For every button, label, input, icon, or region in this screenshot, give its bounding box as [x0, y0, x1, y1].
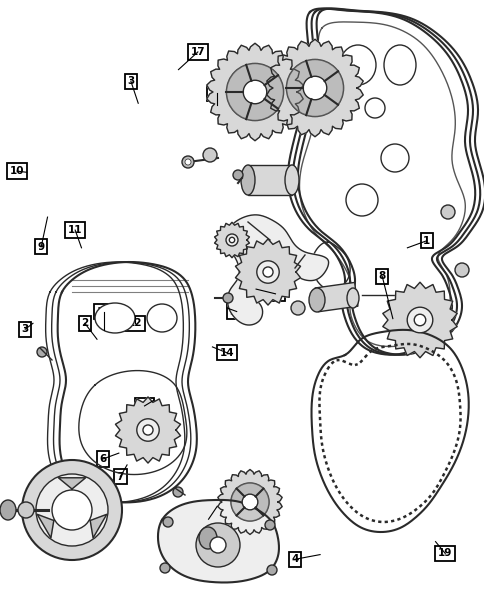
- Polygon shape: [214, 222, 249, 258]
- Polygon shape: [226, 92, 251, 119]
- Ellipse shape: [308, 288, 324, 312]
- Circle shape: [302, 76, 326, 100]
- Circle shape: [37, 347, 47, 357]
- Ellipse shape: [364, 98, 384, 118]
- Circle shape: [203, 148, 216, 162]
- Polygon shape: [287, 8, 474, 355]
- Circle shape: [262, 267, 272, 277]
- Text: 6: 6: [99, 454, 106, 464]
- Polygon shape: [246, 64, 277, 85]
- Circle shape: [163, 517, 173, 527]
- Circle shape: [242, 494, 257, 510]
- Polygon shape: [382, 282, 456, 358]
- Circle shape: [143, 425, 153, 435]
- Circle shape: [226, 234, 238, 246]
- Ellipse shape: [339, 45, 375, 85]
- Text: 14: 14: [219, 348, 234, 358]
- Circle shape: [229, 237, 234, 242]
- Circle shape: [243, 80, 266, 104]
- Ellipse shape: [95, 303, 135, 333]
- Text: 12: 12: [127, 319, 142, 328]
- Circle shape: [290, 301, 304, 315]
- Ellipse shape: [346, 288, 358, 308]
- Polygon shape: [37, 514, 54, 538]
- Text: 19: 19: [437, 549, 452, 558]
- Bar: [247, 165, 291, 195]
- Ellipse shape: [383, 45, 415, 85]
- Polygon shape: [255, 489, 269, 516]
- Polygon shape: [58, 262, 197, 503]
- Polygon shape: [206, 43, 302, 141]
- Ellipse shape: [380, 144, 408, 172]
- Circle shape: [267, 565, 276, 575]
- Circle shape: [22, 460, 122, 560]
- Circle shape: [184, 159, 191, 165]
- Text: 10: 10: [10, 166, 24, 176]
- Polygon shape: [58, 478, 86, 489]
- Circle shape: [36, 474, 108, 546]
- Text: 17: 17: [190, 47, 205, 57]
- Text: 18: 18: [97, 307, 111, 316]
- Circle shape: [223, 293, 232, 303]
- Polygon shape: [266, 40, 363, 137]
- Circle shape: [160, 563, 170, 573]
- Circle shape: [196, 523, 240, 567]
- Circle shape: [440, 205, 454, 219]
- Circle shape: [407, 307, 432, 333]
- Circle shape: [264, 520, 274, 530]
- Circle shape: [210, 537, 226, 553]
- Polygon shape: [286, 88, 311, 115]
- Circle shape: [182, 156, 194, 168]
- Text: 4: 4: [290, 555, 298, 564]
- Ellipse shape: [345, 184, 377, 216]
- Polygon shape: [115, 397, 180, 463]
- Polygon shape: [227, 215, 328, 325]
- Polygon shape: [236, 507, 263, 521]
- Text: 7: 7: [116, 472, 124, 481]
- Polygon shape: [264, 75, 283, 109]
- Circle shape: [256, 261, 279, 283]
- Circle shape: [52, 490, 92, 530]
- Circle shape: [136, 419, 159, 441]
- Polygon shape: [246, 99, 277, 120]
- Text: 11: 11: [68, 225, 82, 235]
- Polygon shape: [235, 239, 300, 305]
- Ellipse shape: [198, 527, 216, 549]
- Polygon shape: [217, 470, 282, 535]
- Ellipse shape: [147, 304, 177, 332]
- Circle shape: [232, 170, 242, 180]
- Circle shape: [413, 314, 425, 326]
- Text: 8: 8: [378, 271, 385, 281]
- Bar: [314, 283, 357, 312]
- Text: 3: 3: [22, 324, 29, 334]
- Polygon shape: [305, 60, 337, 81]
- Polygon shape: [324, 71, 343, 105]
- Polygon shape: [90, 514, 106, 538]
- Polygon shape: [305, 95, 337, 117]
- Polygon shape: [286, 61, 311, 88]
- Ellipse shape: [285, 165, 298, 195]
- Text: 16: 16: [210, 88, 224, 98]
- Polygon shape: [158, 500, 278, 582]
- Circle shape: [454, 263, 468, 277]
- Text: 2: 2: [81, 319, 88, 328]
- Text: 20: 20: [229, 307, 243, 316]
- Text: 13: 13: [137, 401, 151, 411]
- Circle shape: [173, 487, 182, 497]
- Text: 1: 1: [423, 236, 429, 245]
- Text: 9: 9: [38, 242, 45, 251]
- Ellipse shape: [241, 165, 255, 195]
- Text: 5: 5: [205, 514, 212, 524]
- Polygon shape: [236, 483, 263, 496]
- Polygon shape: [230, 489, 244, 516]
- Polygon shape: [226, 65, 251, 92]
- Ellipse shape: [0, 500, 16, 520]
- Text: 3: 3: [127, 77, 134, 86]
- Circle shape: [18, 502, 34, 518]
- Text: 15: 15: [268, 289, 282, 299]
